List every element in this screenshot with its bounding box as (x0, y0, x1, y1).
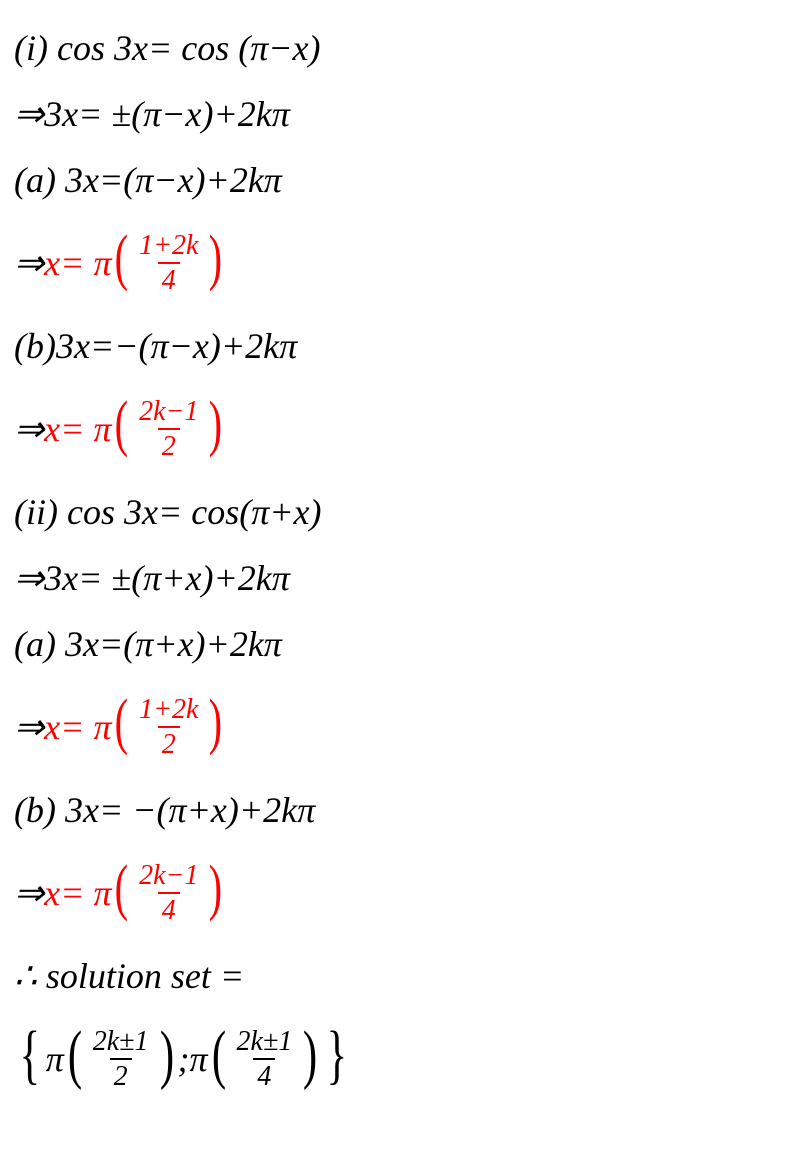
pi: π (190, 1038, 208, 1080)
fraction: 1+2k 2 (135, 695, 202, 760)
fraction-group: ( 1+2k 2 ) (111, 695, 226, 760)
denominator: 2 (158, 428, 180, 461)
x-eq-pi: x= π (44, 242, 111, 284)
fraction: 1+2k 4 (135, 231, 202, 296)
left-paren-icon: ( (115, 870, 128, 907)
left-brace-icon: { (20, 1035, 41, 1075)
numerator: 1+2k (135, 231, 202, 262)
line-imply-3x-pm-2: ⇒3x= ±(π+x)+2kπ (14, 550, 786, 606)
numerator: 2k±1 (89, 1027, 153, 1058)
denominator: 2 (158, 726, 180, 759)
fraction: 2k−1 4 (135, 861, 202, 926)
text: (ii) cos 3x= cos(π+x) (14, 491, 322, 533)
numerator: 1+2k (135, 695, 202, 726)
left-paren-icon: ( (115, 240, 128, 277)
fraction-group: ( 2k−1 4 ) (111, 861, 226, 926)
denominator: 4 (253, 1058, 275, 1091)
line-b1: (b)3x=−(π−x)+2kπ (14, 318, 786, 374)
line-a1-result: ⇒ x= π ( 1+2k 4 ) (14, 218, 786, 308)
arrow-icon: ⇒ (14, 242, 44, 284)
x-eq-pi: x= π (44, 408, 111, 450)
line-b2: (b) 3x= −(π+x)+2kπ (14, 782, 786, 838)
right-paren-icon: ) (159, 1035, 173, 1075)
text: (b)3x=−(π−x)+2kπ (14, 325, 297, 367)
text: ⇒3x= ±(π−x)+2kπ (14, 93, 290, 135)
left-paren-icon: ( (211, 1035, 225, 1075)
text: ∴ solution set = (14, 955, 244, 997)
denominator: 4 (158, 892, 180, 925)
line-a1: (a) 3x=(π−x)+2kπ (14, 152, 786, 208)
left-paren-icon: ( (115, 704, 128, 741)
numerator: 2k−1 (135, 861, 202, 892)
line-b1-result: ⇒ x= π ( 2k−1 2 ) (14, 384, 786, 474)
line-imply-3x-pm: ⇒3x= ±(π−x)+2kπ (14, 86, 786, 142)
x-eq-pi: x= π (44, 872, 111, 914)
fraction: 2k±1 4 (233, 1027, 297, 1092)
right-paren-icon: ) (209, 406, 222, 443)
denominator: 2 (110, 1058, 132, 1091)
fraction: 2k±1 2 (89, 1027, 153, 1092)
numerator: 2k±1 (233, 1027, 297, 1058)
left-paren-icon: ( (115, 406, 128, 443)
text: (i) cos 3x= cos (π−x) (14, 27, 321, 69)
fraction-group: ( 1+2k 4 ) (111, 231, 226, 296)
line-a2-result: ⇒ x= π ( 1+2k 2 ) (14, 682, 786, 772)
text: (a) 3x=(π+x)+2kπ (14, 623, 282, 665)
set-group: { π ( 2k±1 2 ) ; π ( 2k±1 4 ) } (14, 1027, 353, 1092)
pi: π (46, 1038, 64, 1080)
arrow-icon: ⇒ (14, 706, 44, 748)
arrow-icon: ⇒ (14, 408, 44, 450)
line-b2-result: ⇒ x= π ( 2k−1 4 ) (14, 848, 786, 938)
line-therefore: ∴ solution set = (14, 948, 786, 1004)
arrow-icon: ⇒ (14, 872, 44, 914)
right-paren-icon: ) (303, 1035, 317, 1075)
denominator: 4 (158, 262, 180, 295)
left-paren-icon: ( (68, 1035, 82, 1075)
text: ⇒3x= ±(π+x)+2kπ (14, 557, 290, 599)
right-paren-icon: ) (209, 704, 222, 741)
line-ii-eq: (ii) cos 3x= cos(π+x) (14, 484, 786, 540)
right-brace-icon: } (327, 1035, 348, 1075)
fraction-group-1: ( 2k±1 2 ) (64, 1027, 178, 1092)
x-eq-pi: x= π (44, 706, 111, 748)
line-solution-set: { π ( 2k±1 2 ) ; π ( 2k±1 4 ) } (14, 1014, 786, 1104)
text: (a) 3x=(π−x)+2kπ (14, 159, 282, 201)
right-paren-icon: ) (209, 240, 222, 277)
fraction: 2k−1 2 (135, 397, 202, 462)
line-i-eq: (i) cos 3x= cos (π−x) (14, 20, 786, 76)
line-a2: (a) 3x=(π+x)+2kπ (14, 616, 786, 672)
text: (b) 3x= −(π+x)+2kπ (14, 789, 315, 831)
separator: ; (178, 1038, 190, 1080)
fraction-group-2: ( 2k±1 4 ) (208, 1027, 322, 1092)
fraction-group: ( 2k−1 2 ) (111, 397, 226, 462)
numerator: 2k−1 (135, 397, 202, 428)
right-paren-icon: ) (209, 870, 222, 907)
